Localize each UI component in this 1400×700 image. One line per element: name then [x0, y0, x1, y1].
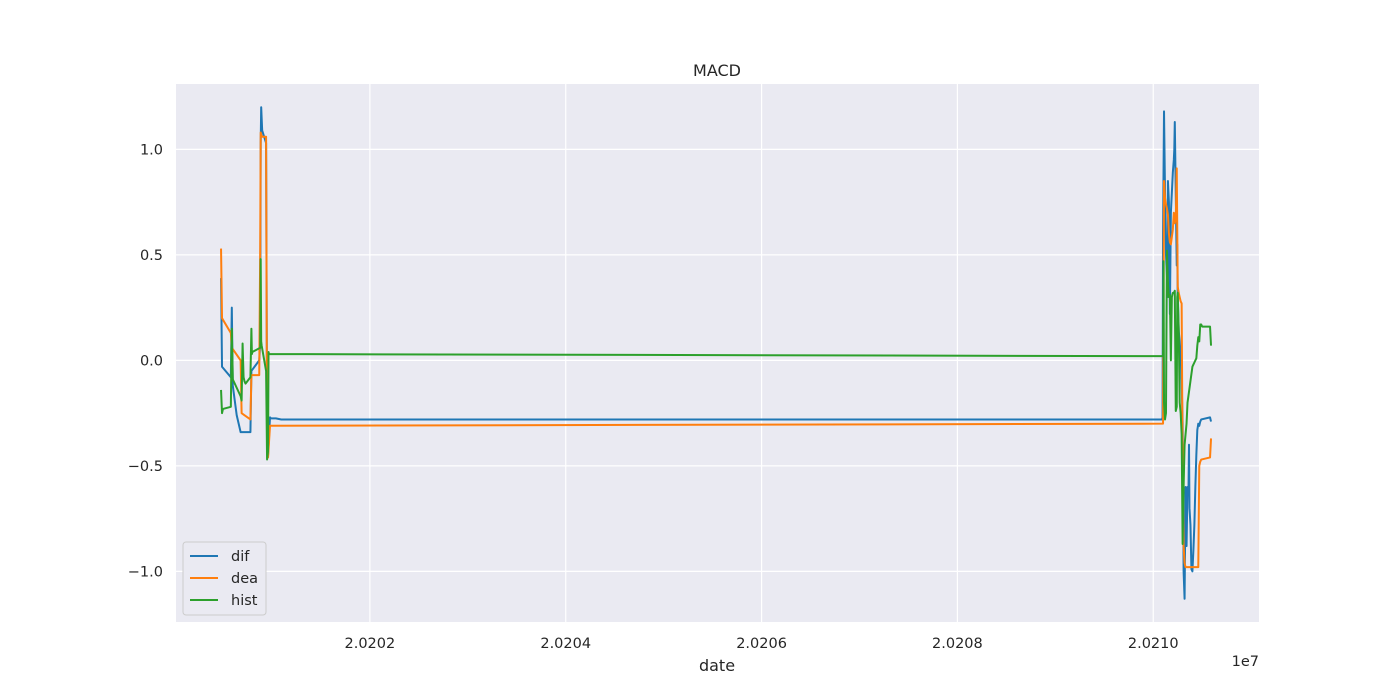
- x-tick-label: 2.0206: [736, 636, 787, 652]
- legend-label-dea: dea: [231, 571, 258, 587]
- x-tick-label: 2.0204: [540, 636, 591, 652]
- plot-area: [176, 84, 1259, 622]
- series-line-hist: [220, 249, 1213, 545]
- legend: dif dea hist: [182, 541, 267, 616]
- series-line-dea: [220, 131, 1213, 569]
- x-axis-label: date: [699, 656, 735, 675]
- legend-label-hist: hist: [231, 593, 258, 609]
- y-tick-label: 1.0: [140, 142, 163, 158]
- series-layer: [220, 106, 1213, 600]
- x-tick-label: 2.0208: [932, 636, 983, 652]
- chart-title: MACD: [693, 61, 741, 80]
- x-tick-label: 2.0202: [345, 636, 396, 652]
- y-tick-label: 0.0: [140, 353, 163, 369]
- y-axis-ticks: 1.0 0.5 0.0 −0.5 −1.0: [128, 142, 163, 580]
- x-axis-offset-text: 1e7: [1232, 654, 1259, 670]
- grid: [176, 84, 1259, 622]
- x-tick-label: 2.0210: [1128, 636, 1179, 652]
- x-axis-ticks: 2.0202 2.0204 2.0206 2.0208 2.0210: [345, 636, 1179, 652]
- legend-frame: [182, 541, 267, 616]
- legend-label-dif: dif: [231, 549, 250, 565]
- y-tick-label: −0.5: [128, 459, 163, 475]
- y-tick-label: −1.0: [128, 564, 163, 580]
- y-tick-label: 0.5: [140, 248, 163, 264]
